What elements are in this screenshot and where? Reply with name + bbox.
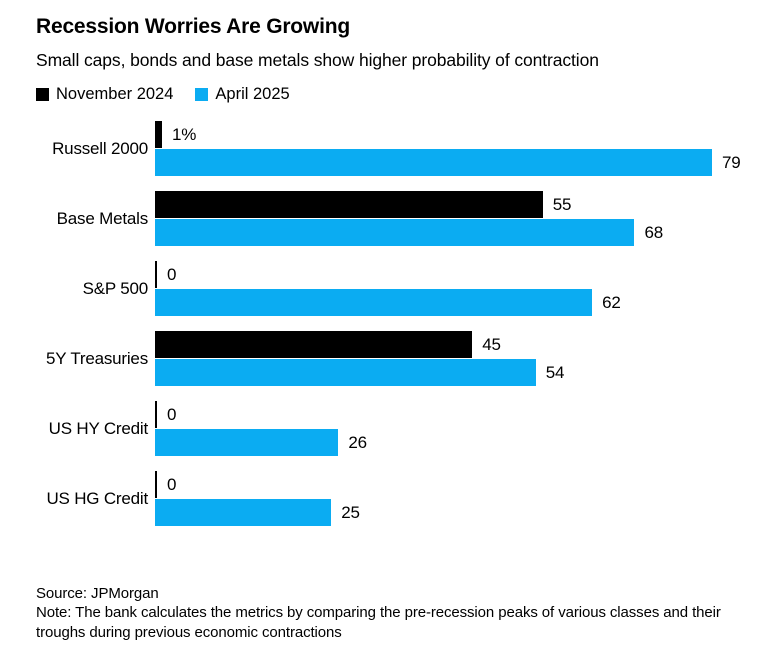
bar-line: 1% [155,121,741,149]
bar-line: 0 [155,471,739,499]
april-bar [155,289,593,317]
bar-group: US HY Credit 0 26 [36,401,739,457]
bar-group: 5Y Treasuries 45 54 [36,331,739,387]
category-label: 5Y Treasuries [46,348,148,368]
november-bar [155,191,543,219]
value-label: 62 [602,292,621,312]
november-bar [155,401,157,429]
legend: November 2024 April 2025 [36,85,739,104]
bar-pair: 55 68 [155,191,739,247]
category-label: S&P 500 [82,278,149,298]
chart-subtitle: Small caps, bonds and base metals show h… [36,50,599,71]
legend-label: April 2025 [215,85,290,104]
april-bar [155,429,339,457]
bar-line: 25 [155,499,739,527]
bar-line: 62 [155,289,739,317]
category-label: Russell 2000 [52,138,148,158]
category-label: Base Metals [56,208,149,228]
source-note: Source: JPMorgan [36,585,159,603]
april-bar [155,499,332,527]
value-label: 0 [167,264,177,284]
bar-pair: 0 25 [155,471,739,527]
value-label: 45 [482,334,501,354]
bar-group: Base Metals 55 68 [36,191,739,247]
bar-line: 55 [155,191,739,219]
bar-line: 0 [155,261,739,289]
november-bar [155,331,473,359]
value-label: 79 [722,152,741,172]
bar-group: Russell 2000 1% 79 [36,121,741,177]
value-label: 0 [167,404,177,424]
chart-title: Recession Worries Are Growing [36,15,350,38]
november-bar [155,121,163,149]
bar-line: 68 [155,219,739,247]
category-label: US HY Credit [48,418,149,438]
legend-item-april-2025: April 2025 [195,85,290,104]
bar-pair: 1% 79 [155,121,741,177]
april-bar [155,219,635,247]
legend-item-november-2024: November 2024 [36,85,173,104]
legend-swatch-black [36,88,49,102]
methodology-note: Note: The bank calculates the metrics by… [36,604,721,641]
bar-group: US HG Credit 0 25 [36,471,739,527]
bar-line: 54 [155,359,739,387]
chart-footer: Source: JPMorgan Note: The bank calculat… [36,584,739,642]
value-label: 1% [172,124,197,144]
bar-line: 0 [155,401,739,429]
bar-chart: Russell 2000 1% 79 Base Metals 55 68 S&P 500 0 6… [36,121,741,527]
value-label: 54 [545,362,565,382]
bar-pair: 45 54 [155,331,739,387]
bar-pair: 0 26 [155,401,739,457]
value-label: 25 [341,502,360,522]
november-bar [155,261,157,289]
legend-label: November 2024 [56,85,174,104]
value-label: 26 [348,432,367,452]
bar-group: S&P 500 0 62 [36,261,739,317]
legend-swatch-blue [195,88,209,102]
category-label: US HG Credit [46,488,148,508]
value-label: 68 [644,222,663,242]
bar-line: 79 [155,149,741,177]
value-label: 0 [167,474,177,494]
november-bar [155,471,157,499]
april-bar [155,359,536,387]
bar-pair: 0 62 [155,261,739,317]
april-bar [155,149,712,177]
bar-line: 45 [155,331,739,359]
bar-line: 26 [155,429,739,457]
value-label: 55 [552,194,572,214]
